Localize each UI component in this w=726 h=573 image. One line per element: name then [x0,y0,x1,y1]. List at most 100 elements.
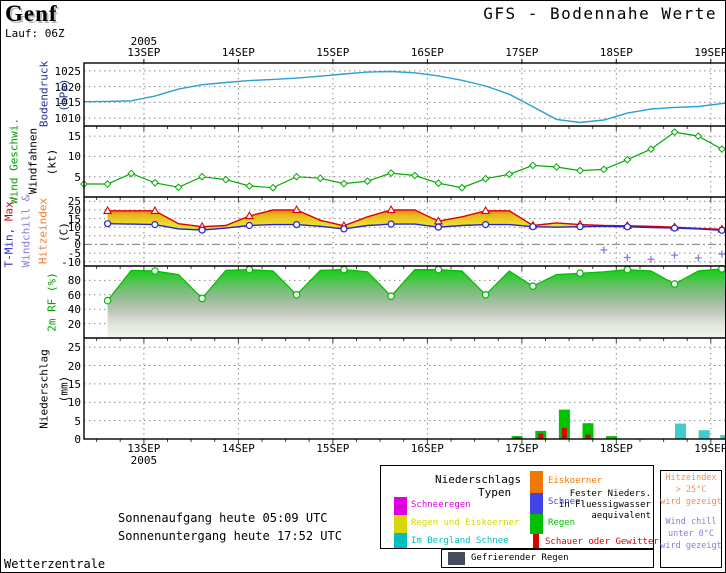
precip-tick-label: 20 [67,359,81,373]
windchill-note-line3: wird gezeigt [660,541,722,551]
temp-tick-label: 5 [74,229,81,243]
temp-min-line [107,223,725,232]
humidity-tick-label: 20 [67,317,81,331]
legend-label-icepellets: Eiskoerner [548,476,603,486]
station-name: Genf [5,1,58,26]
model-run-label: Lauf: 06Z [5,27,65,40]
humidity-axis-label: 2m RF (%) [45,272,59,332]
pressure-axis-label: Bodendruck [37,60,51,128]
heatindex-note-line1: Hitzeindex [665,473,717,483]
humidity-tick-label: 80 [67,274,81,288]
precip-legend-box [380,465,654,549]
humidity-markers [103,265,725,305]
temp-tick-label: 10 [67,221,81,235]
precip-bars [511,409,725,439]
wind-axis-sublabel: Windfahnen [26,127,40,195]
credit-text: Wetterzentrale [4,557,106,571]
temp-markers [103,204,725,234]
legend-swatch-snow [530,493,543,514]
legend-swatch-freezing-rain [448,552,465,565]
temp-tick-label: -10 [61,255,81,269]
legend-swatch-sleet [394,497,407,515]
temp-tick-label: 25 [67,195,81,209]
humidity-line [107,268,725,301]
wind-tick-label: 5 [74,170,81,184]
year-label-bottom: 2005 [130,454,158,467]
legend-label-shower: Schauer oder Gewitter [545,537,659,547]
legend-note-line3: aequivalent [591,511,651,521]
temp-axis-label-max: Max, [2,194,16,228]
temp-max-line [107,209,725,231]
temp-tick-label: -5 [67,247,81,261]
legend-label-freezing-rain: Gefrierender Regen [471,553,569,563]
temp-axis-label-min: T-Min, [2,227,16,268]
sunset-text: Sonnenuntergang heute 17:52 UTC [118,529,342,543]
date-label-top: 18SEP [599,46,633,59]
pressure-tick-label: 1020 [54,80,82,94]
date-label-bottom: 13SEP [127,442,161,455]
legend-swatch-shower [533,534,539,548]
date-label-top: 16SEP [410,46,444,59]
index-info-box [660,470,722,568]
legend-title-line1: Niederschlags [435,473,522,486]
wind-axis-label: Wind Geschwi. [7,117,21,205]
temp-axis-label-windchill: Windchill & [19,194,33,268]
heatindex-note-line2: > 25°C [675,485,707,495]
legend-swatch-rain-icepellets [394,515,407,533]
windchill-note-line1: Wind chill [665,517,717,527]
year-label-top: 2005 [130,35,158,48]
date-label-top: 15SEP [316,46,350,59]
precip-tick-label: 15 [67,377,81,391]
date-label-bottom: 16SEP [410,442,444,455]
humidity-tick-label: 40 [67,303,81,317]
humidity-tick-label: 60 [67,288,81,302]
legend-note-line2: in Fluessigwasser [558,500,651,510]
precip-tick-label: 0 [74,433,81,446]
legend-swatch-mountain-snow [394,533,407,548]
pressure-axis-unit: (hPa) [57,78,71,112]
legend-label-rain: Regen [548,518,576,528]
legend-label-snow: Schnee, [548,497,586,507]
wind-line [80,128,725,192]
precip-tick-label: 10 [67,396,81,410]
pressure-tick-label: 1010 [54,112,82,126]
date-label-top: 17SEP [505,46,539,59]
temperature-band [107,209,725,231]
pressure-tick-label: 1025 [54,64,82,78]
date-label-bottom: 19SEP [694,442,726,455]
precip-tick-label: 5 [74,414,81,428]
temp-tick-label: 15 [67,212,81,226]
humidity-area [107,268,725,338]
temp-axis-label-heatindex: Hitzeindex [36,197,50,265]
legend-swatch-rain [530,514,543,534]
chart-title: GFS - Bodennahe Werte [483,4,717,23]
precip-axis-label: Niederschlag [37,349,51,429]
temp-tick-label: 20 [67,203,81,217]
gridlines [84,63,725,439]
legend-note-line1: Fester Nieders. [569,489,651,499]
legend-label-sleet: Schneeregen [411,500,471,510]
wind-axis-unit: (kt) [45,148,59,176]
wind-tick-label: 10 [67,150,81,164]
sunrise-text: Sonnenaufgang heute 05:09 UTC [118,511,328,525]
legend-title-line2: Typen [478,486,512,499]
date-label-bottom: 14SEP [221,442,255,455]
pressure-tick-label: 1015 [54,96,82,110]
temp-axis-unit: (C) [57,222,71,242]
wind-tick-label: 15 [67,130,81,144]
precip-axis-unit: (mm) [57,375,71,403]
windchill-markers [600,246,725,263]
date-label-bottom: 18SEP [599,442,633,455]
freezing-rain-legend-box [441,549,654,568]
date-label-top: 14SEP [221,46,255,59]
axis-ticks [96,59,712,444]
temp-tick-label: 0 [74,238,81,252]
precip-tick-label: 25 [67,341,81,355]
date-label-bottom: 15SEP [316,442,350,455]
legend-label-mountain-snow: Im Bergland Schnee [411,536,509,546]
temp-axis-label-minmax: T-Min, Max, [2,194,16,268]
pressure-line [83,70,725,124]
panel-frame [83,62,725,440]
date-label-bottom: 17SEP [505,442,539,455]
